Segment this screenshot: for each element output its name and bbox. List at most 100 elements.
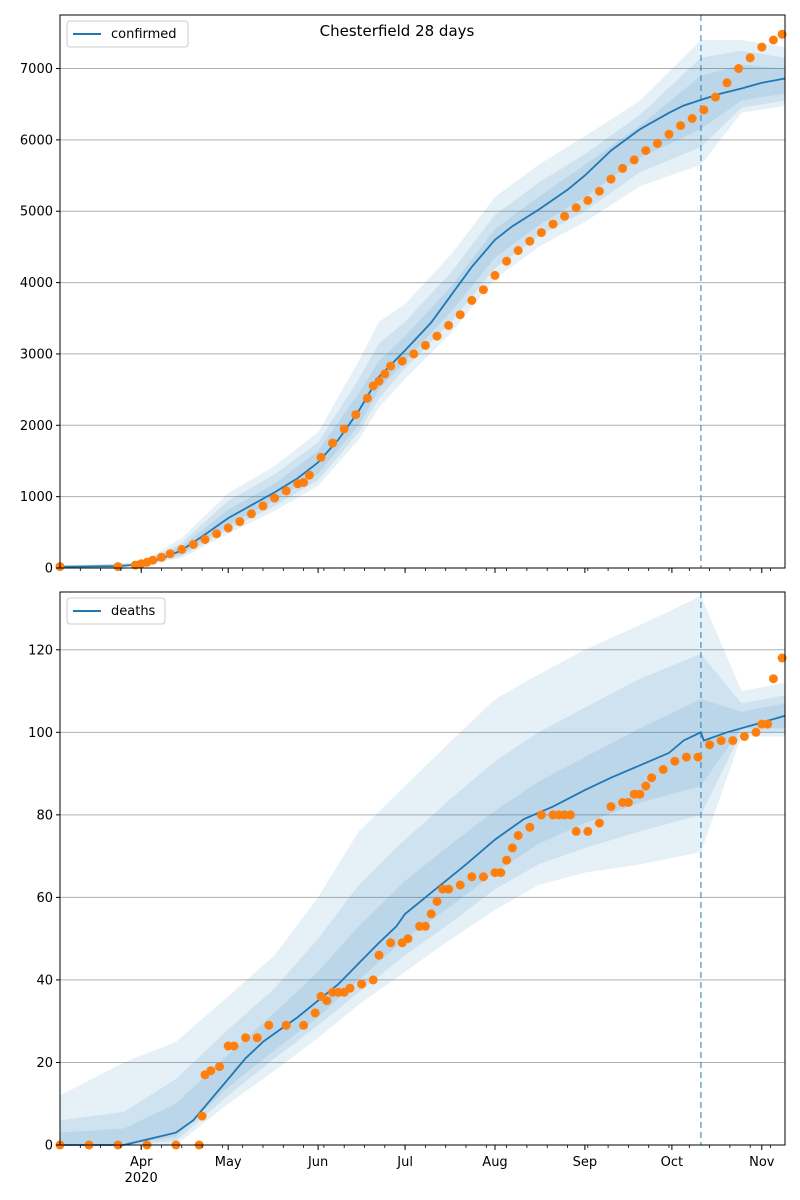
deaths-observed-point (728, 736, 738, 746)
deaths-observed-point (693, 752, 703, 762)
deaths-observed-point (357, 979, 367, 989)
deaths-observed-point (229, 1041, 239, 1051)
confirmed-observed-point (328, 438, 338, 448)
deaths-observed-point (281, 1020, 291, 1030)
confirmed-observed-point (490, 270, 500, 280)
confirmed-x-axis (79, 568, 771, 573)
deaths-observed-point (507, 843, 517, 853)
xtick-year-label: 2020 (125, 1171, 158, 1186)
deaths-observed-point (716, 736, 726, 746)
confirmed-observed-point (699, 105, 709, 115)
confirmed-observed-point (618, 163, 628, 173)
confirmed-uncertainty-bands (60, 40, 785, 568)
deaths-ytick-label: 80 (36, 808, 53, 823)
deaths-observed-point (681, 752, 691, 762)
confirmed-observed-point (571, 203, 581, 213)
confirmed-observed-point (757, 42, 767, 52)
deaths-observed-point (299, 1020, 309, 1030)
confirmed-observed-point (432, 331, 442, 341)
confirmed-observed-point (316, 452, 326, 462)
deaths-observed-point (386, 938, 396, 948)
deaths-observed-point (215, 1062, 224, 1072)
deaths-observed-point (496, 868, 506, 878)
deaths-observed-point (368, 975, 378, 985)
deaths-observed-point (467, 872, 477, 882)
confirmed-ytick-label: 6000 (20, 133, 53, 148)
xtick-label-sep: Sep (573, 1155, 598, 1170)
deaths-observed-point (345, 983, 355, 993)
xtick-label-oct: Oct (661, 1155, 683, 1170)
confirmed-observed-point (676, 121, 686, 131)
confirmed-observed-point (444, 320, 454, 330)
deaths-observed-point (420, 921, 430, 931)
deaths-observed-point (641, 781, 651, 791)
deaths-plot-area (60, 592, 785, 1145)
deaths-observed-point (565, 810, 575, 820)
deaths-observed-point (478, 872, 488, 882)
deaths-gridlines (60, 649, 785, 1146)
deaths-observed-point (426, 909, 436, 919)
deaths-observed-point (623, 798, 633, 807)
confirmed-observed-point (777, 29, 787, 39)
confirmed-observed-point (188, 540, 198, 549)
deaths-ytick-label: 60 (36, 891, 53, 906)
confirmed-observed-point (710, 92, 720, 102)
confirmed-observed-point (455, 310, 465, 320)
confirmed-observed-point (281, 486, 291, 496)
confirmed-observed-point (165, 549, 175, 559)
confirmed-observed-point (629, 155, 639, 165)
confirmed-axes-frame (59, 14, 786, 569)
deaths-observed-point (252, 1033, 262, 1043)
confirmed-observed-point (299, 477, 309, 487)
deaths-observed-point (206, 1066, 216, 1076)
deaths-ytick-label: 20 (36, 1056, 53, 1071)
confirmed-legend: confirmed (66, 20, 189, 48)
confirmed-observed-point (687, 114, 697, 123)
confirmed-observed-point (148, 555, 158, 565)
confirmed-observed-point (583, 196, 593, 205)
xtick-label-aug: Aug (482, 1155, 507, 1170)
confirmed-observed-point (734, 64, 744, 73)
confirmed-observed-point (420, 340, 430, 350)
deaths-band-2 (60, 699, 785, 1145)
confirmed-y-axis: 0 1000 2000 3000 4000 5000 6000 7000 (20, 62, 60, 577)
confirmed-observed-point (548, 219, 558, 229)
confirmed-observed-point (641, 146, 651, 156)
xtick-label-nov: Nov (749, 1155, 775, 1170)
deaths-observed-point (705, 740, 715, 750)
confirmed-observed-point (380, 369, 390, 379)
confirmed-ytick-label: 1000 (20, 490, 53, 505)
confirmed-observed-point (525, 236, 535, 246)
xtick-label-may: May (215, 1155, 242, 1170)
confirmed-ytick-label: 0 (45, 562, 53, 577)
deaths-observed-point (444, 884, 454, 894)
deaths-observed-point (606, 802, 616, 812)
deaths-observed-point (197, 1111, 207, 1121)
confirmed-band-1 (60, 50, 785, 568)
confirmed-observed-point (351, 410, 361, 420)
deaths-legend: deaths (66, 597, 166, 625)
confirmed-ytick-label: 4000 (20, 276, 53, 291)
confirmed-model-line (59, 77, 786, 568)
deaths-observed-point (455, 880, 465, 890)
deaths-observed-point (739, 731, 749, 741)
deaths-model-line (60, 714, 786, 1146)
deaths-observed-point (403, 934, 413, 944)
legend-box (66, 597, 166, 625)
confirmed-ytick-label: 5000 (20, 205, 53, 220)
deaths-observed-point (513, 831, 523, 840)
deaths-observed-point (536, 810, 546, 820)
confirmed-plot-area (60, 15, 785, 568)
confirmed-observed-point (536, 228, 546, 238)
confirmed-observed-point (246, 509, 256, 519)
deaths-observed-points (55, 653, 787, 1150)
deaths-observed-point (768, 674, 778, 684)
xtick-label-jun: Jun (307, 1155, 328, 1170)
confirmed-ytick-label: 7000 (20, 62, 53, 77)
confirmed-ytick-label: 2000 (20, 419, 53, 434)
deaths-observed-point (322, 996, 332, 1006)
confirmed-observed-point (560, 211, 570, 221)
deaths-observed-point (264, 1020, 274, 1030)
